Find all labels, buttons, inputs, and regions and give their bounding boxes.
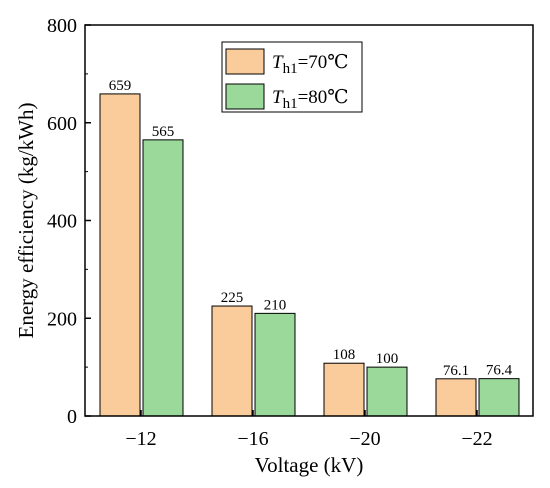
bar <box>254 312 296 417</box>
data-label: 225 <box>221 290 244 306</box>
y-axis-title: Energy efficiency (kg/kWh) <box>14 103 38 339</box>
y-tick-label: 200 <box>47 308 77 330</box>
bar <box>99 93 141 417</box>
data-label: 100 <box>376 351 399 367</box>
legend-label: Th1=70℃ <box>272 52 349 77</box>
bar <box>323 362 365 417</box>
data-label: 108 <box>333 347 356 363</box>
bar <box>435 378 477 417</box>
x-axis-title: Voltage (kV) <box>255 453 364 477</box>
x-axis-ticks: −12 −16 −20 −22 <box>125 410 493 450</box>
data-labels-group: 659 565 225 210 108 100 76.1 76.4 <box>109 78 513 379</box>
data-label: 76.1 <box>443 363 469 379</box>
legend: Th1=70℃ Th1=80℃ <box>221 41 363 113</box>
bars-group <box>99 93 520 417</box>
bar <box>366 366 408 417</box>
bar <box>478 378 520 417</box>
legend-swatch <box>225 83 265 110</box>
bar <box>142 139 184 417</box>
bar <box>211 305 253 417</box>
data-label: 659 <box>109 78 132 94</box>
data-label: 210 <box>264 297 287 313</box>
x-tick-label: −20 <box>349 428 380 450</box>
data-label: 76.4 <box>486 363 513 379</box>
legend-swatch <box>225 48 265 75</box>
y-tick-label: 0 <box>67 406 77 428</box>
x-tick-label: −16 <box>237 428 268 450</box>
legend-label: Th1=80℃ <box>272 87 349 112</box>
y-axis-ticks: 0 200 400 600 800 <box>47 15 91 428</box>
data-label: 565 <box>152 124 175 140</box>
x-tick-label: −22 <box>461 428 492 450</box>
x-tick-label: −12 <box>125 428 156 450</box>
y-tick-label: 800 <box>47 15 77 37</box>
y-tick-label: 600 <box>47 113 77 135</box>
y-tick-label: 400 <box>47 211 77 233</box>
